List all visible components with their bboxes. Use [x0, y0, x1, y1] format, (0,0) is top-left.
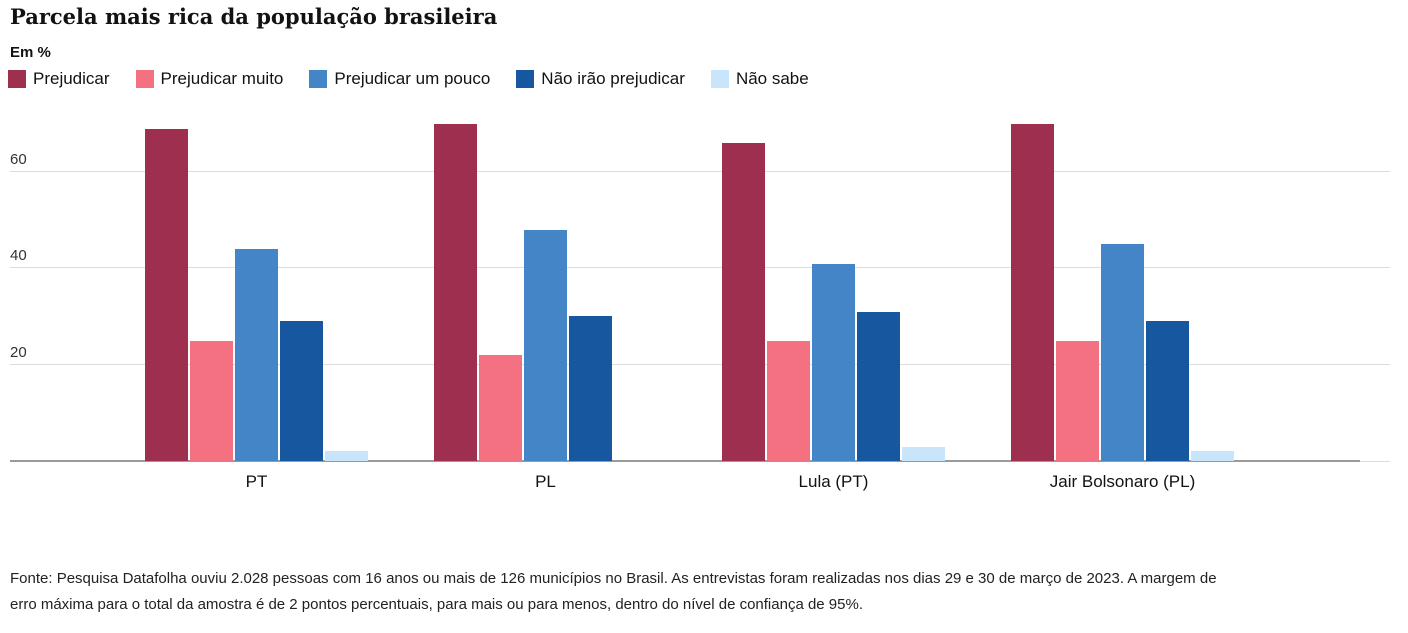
- bar-lula-pt-prejudicar: [722, 143, 765, 461]
- y-axis-tick-20: 20: [10, 343, 27, 361]
- x-axis-label-jair-bolsonaro-pl: Jair Bolsonaro (PL): [1049, 472, 1196, 491]
- chart-title: Parcela mais rica da população brasileir…: [10, 4, 498, 29]
- bar-pl-prejudicar: [434, 124, 477, 461]
- legend-label: Prejudicar um pouco: [334, 69, 491, 88]
- bar-pl-prejudicar-muito: [479, 355, 522, 461]
- x-axis-label-pt: PT: [245, 472, 268, 491]
- bar-jair-bolsonaro-pl-prejudicar-muito: [1056, 341, 1099, 461]
- legend-swatch-icon: [8, 70, 26, 88]
- x-axis-label-pl: PL: [535, 472, 556, 491]
- gridline-60: [10, 170, 1390, 172]
- gridline-20: [10, 363, 1390, 365]
- legend-item-prejudicar-um-pouco: Prejudicar um pouco: [309, 69, 490, 89]
- x-axis-label-lula-pt: Lula (PT): [798, 472, 869, 491]
- legend-swatch-icon: [516, 70, 535, 88]
- legend-label: Não sabe: [735, 69, 809, 88]
- source-note: Fonte: Pesquisa Datafolha ouviu 2.028 pe…: [10, 570, 1217, 613]
- bar-pl-nao-irao-prejudicar: [569, 316, 612, 461]
- legend-label: Prejudicar muito: [160, 69, 284, 88]
- bar-pt-prejudicar: [145, 129, 188, 461]
- bar-jair-bolsonaro-pl-nao-irao-prejudicar: [1146, 321, 1189, 461]
- bar-group-lula-pt: Lula (PT): [722, 112, 945, 491]
- bar-lula-pt-nao-irao-prejudicar: [857, 312, 900, 461]
- bar-jair-bolsonaro-pl-nao-sabe: [1191, 451, 1234, 461]
- legend-swatch-icon: [710, 70, 729, 88]
- bar-lula-pt-prejudicar-um-pouco: [812, 264, 855, 461]
- legend-label: Prejudicar: [33, 69, 110, 88]
- bar-jair-bolsonaro-pl-prejudicar-um-pouco: [1101, 244, 1144, 461]
- y-axis-tick-40: 40: [10, 247, 27, 265]
- gridline-40: [10, 267, 1390, 269]
- plot-area: 20 40 60 PT PL Lula (PT) Jair Bolsonaro (PL): [10, 112, 1390, 491]
- bar-pl-prejudicar-um-pouco: [524, 230, 567, 461]
- bar-pt-nao-sabe: [325, 451, 368, 461]
- legend-item-nao-sabe: Não sabe: [710, 69, 809, 89]
- bar-group-pl: PL: [434, 112, 657, 491]
- legend-item-prejudicar: Prejudicar: [8, 69, 110, 89]
- x-axis-baseline: [10, 460, 1360, 462]
- unit-label: Em %: [10, 44, 51, 61]
- legend-item-nao-irao-prejudicar: Não irão prejudicar: [516, 69, 685, 89]
- legend-swatch-icon: [309, 70, 328, 88]
- bar-lula-pt-prejudicar-muito: [767, 341, 810, 461]
- bar-group-jair-bolsonaro-pl: Jair Bolsonaro (PL): [1011, 112, 1234, 491]
- bar-pt-prejudicar-muito: [190, 341, 233, 461]
- bar-group-pt: PT: [145, 112, 368, 491]
- legend: Prejudicar Prejudicar muito Prejudicar um …: [8, 69, 809, 89]
- y-axis-tick-60: 60: [10, 150, 27, 168]
- bar-lula-pt-nao-sabe: [902, 447, 945, 461]
- bar-jair-bolsonaro-pl-prejudicar: [1011, 124, 1054, 461]
- legend-item-prejudicar-muito: Prejudicar muito: [135, 69, 284, 89]
- bar-pt-prejudicar-um-pouco: [235, 249, 278, 461]
- legend-label: Não irão prejudicar: [541, 69, 685, 88]
- legend-swatch-icon: [135, 70, 154, 88]
- bar-pt-nao-irao-prejudicar: [280, 321, 323, 461]
